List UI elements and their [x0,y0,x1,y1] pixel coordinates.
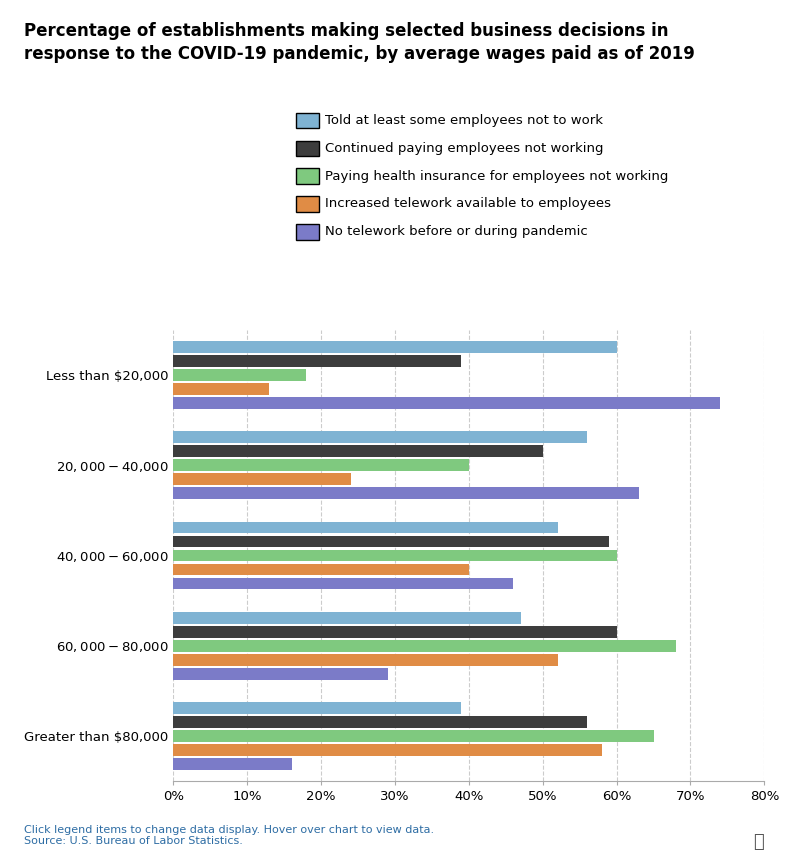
Bar [173,549,616,562]
Text: Paying health insurance for employees not working: Paying health insurance for employees no… [325,170,668,182]
Bar [173,431,587,444]
Bar [173,341,616,353]
Text: Told at least some employees not to work: Told at least some employees not to work [325,115,603,127]
Bar [173,536,609,548]
Text: Click legend items to change data display. Hover over chart to view data.
Source: Click legend items to change data displa… [24,825,433,846]
Bar [173,702,462,714]
Text: ⤓: ⤓ [753,832,764,851]
Bar [173,522,557,534]
Bar [173,730,653,742]
Bar [173,369,307,381]
Bar [173,563,469,575]
Bar [173,744,602,756]
Bar [173,355,462,367]
Bar [173,612,521,624]
Text: Increased telework available to employees: Increased telework available to employee… [325,198,611,210]
Bar [173,445,543,457]
Bar [173,640,675,652]
Bar [173,716,587,728]
Bar [173,758,292,770]
Bar [173,667,388,680]
Bar [173,577,513,589]
Bar [173,487,639,499]
Bar [173,654,557,666]
Bar [173,459,469,471]
Bar [173,397,720,409]
Bar [173,383,269,395]
Text: Percentage of establishments making selected business decisions in
response to t: Percentage of establishments making sele… [24,22,694,63]
Bar [173,473,351,485]
Text: Continued paying employees not working: Continued paying employees not working [325,142,603,155]
Text: No telework before or during pandemic: No telework before or during pandemic [325,226,587,238]
Bar [173,626,616,638]
